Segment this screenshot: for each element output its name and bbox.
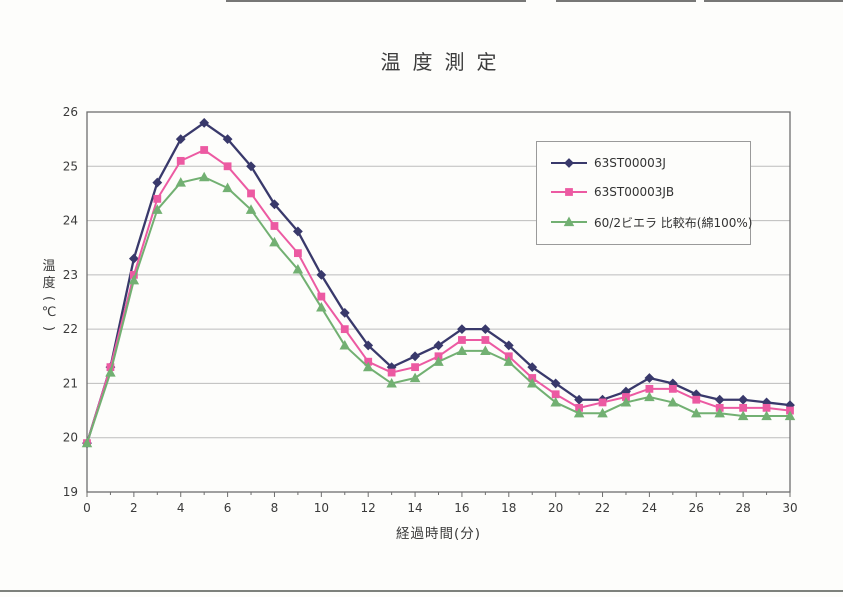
svg-text:22: 22 <box>63 322 78 336</box>
svg-text:16: 16 <box>454 501 469 515</box>
y-tick-labels: 19 20 21 22 23 24 25 26 <box>63 105 78 499</box>
chart-title: 温度測定 <box>380 50 509 74</box>
svg-text:28: 28 <box>735 501 750 515</box>
scan-edge-artifact <box>226 0 526 2</box>
series-60/2ビエラ 比較布(綿100%) <box>81 171 796 448</box>
svg-text:18: 18 <box>501 501 516 515</box>
svg-text:24: 24 <box>642 501 657 515</box>
y-axis-title-char: ( <box>41 295 57 302</box>
svg-text:20: 20 <box>548 501 563 515</box>
svg-text:19: 19 <box>63 485 78 499</box>
svg-text:30: 30 <box>782 501 797 515</box>
scan-edge-artifact <box>704 0 843 2</box>
y-axis-title-char: 温 <box>42 259 56 274</box>
svg-text:22: 22 <box>595 501 610 515</box>
svg-text:8: 8 <box>271 501 279 515</box>
scan-edge-artifact <box>0 590 843 592</box>
svg-text:14: 14 <box>407 501 422 515</box>
legend-item: 60/2ビエラ 比較布(綿100%) <box>551 214 752 231</box>
x-axis-title: 経過時間(分) <box>395 526 482 542</box>
legend-item: 63ST00003J <box>551 156 746 170</box>
y-axis-title: 温 度 ( ℃ ) <box>38 259 60 335</box>
svg-text:25: 25 <box>63 159 78 173</box>
svg-text:10: 10 <box>314 501 329 515</box>
y-axis-title-char: ) <box>41 325 57 331</box>
svg-text:20: 20 <box>63 431 78 445</box>
legend-label: 63ST00003J <box>594 155 666 170</box>
scan-edge-artifact <box>556 0 696 2</box>
legend-marker-square <box>551 187 587 196</box>
legend-marker-diamond <box>551 157 587 168</box>
x-tick-labels: 0 2 4 6 8 10 12 14 16 18 20 22 24 26 28 30 <box>83 501 797 515</box>
svg-text:2: 2 <box>130 501 138 515</box>
svg-text:26: 26 <box>63 105 78 119</box>
y-axis-title-char: 度 <box>42 275 56 291</box>
svg-text:24: 24 <box>63 214 78 228</box>
legend-item: 63ST00003JB <box>551 185 746 199</box>
svg-text:12: 12 <box>361 501 376 515</box>
legend-label: 63ST00003JB <box>594 184 675 199</box>
svg-text:21: 21 <box>63 376 78 390</box>
svg-text:4: 4 <box>177 501 185 515</box>
legend-marker-triangle <box>551 216 587 227</box>
svg-text:6: 6 <box>224 501 232 515</box>
legend-label: 60/2ビエラ 比較布(綿100%) <box>594 215 753 230</box>
svg-text:26: 26 <box>689 501 704 515</box>
legend: 63ST00003J 63ST00003JB 60/2ビエラ 比較布(綿100%… <box>536 141 752 245</box>
svg-text:0: 0 <box>83 501 91 515</box>
series-markers <box>81 171 796 448</box>
x-axis-ticks <box>86 492 791 497</box>
y-axis-title-char: ℃ <box>41 305 57 320</box>
svg-text:23: 23 <box>63 268 78 282</box>
